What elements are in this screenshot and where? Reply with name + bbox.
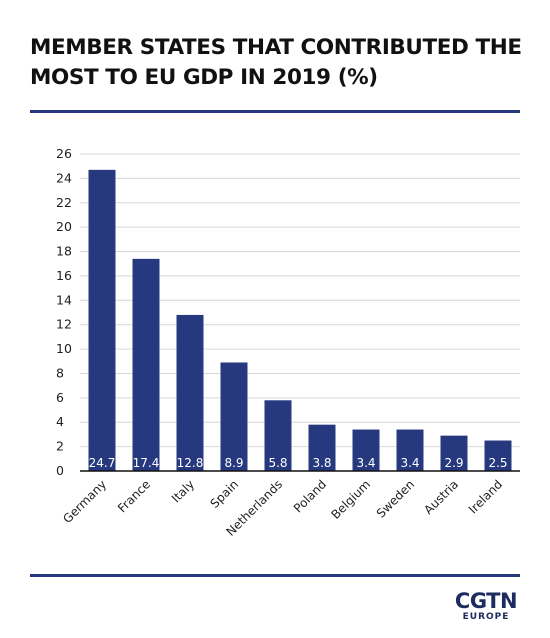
top-divider	[30, 110, 520, 113]
bar-austria	[440, 435, 468, 471]
y-tick-label: 8	[56, 365, 64, 380]
y-tick-label: 4	[56, 414, 64, 429]
bar-germany	[88, 169, 116, 471]
x-tick-label: Italy	[169, 477, 197, 505]
data-label: 2.9	[444, 456, 463, 470]
data-label: 3.4	[400, 456, 419, 470]
logo-main-text: CGTN	[454, 589, 518, 613]
bottom-divider	[30, 574, 520, 577]
data-label: 17.4	[133, 456, 160, 470]
bar-sweden	[396, 429, 424, 471]
bar-france	[132, 258, 160, 471]
logo-sub-text: EUROPE	[462, 612, 510, 622]
data-label: 8.9	[224, 456, 243, 470]
y-tick-label: 26	[56, 146, 72, 161]
bar-netherlands	[264, 400, 292, 471]
x-tick-label: Poland	[291, 477, 329, 515]
bar-belgium	[352, 429, 380, 471]
y-tick-label: 24	[56, 170, 72, 185]
data-label: 2.5	[488, 456, 507, 470]
bar-poland	[308, 424, 336, 471]
data-label: 5.8	[268, 456, 287, 470]
bar-italy	[176, 314, 204, 471]
x-tick-label: Belgium	[328, 477, 373, 522]
y-tick-label: 22	[56, 195, 72, 210]
y-tick-label: 10	[56, 341, 72, 356]
y-tick-label: 16	[56, 268, 72, 283]
y-tick-label: 2	[56, 439, 64, 454]
y-tick-label: 18	[56, 244, 72, 259]
chart-title: MEMBER STATES THAT CONTRIBUTED THE MOST …	[30, 35, 522, 90]
x-tick-label: Austria	[421, 477, 461, 517]
x-tick-label: Spain	[208, 477, 242, 511]
data-label: 12.8	[177, 456, 204, 470]
data-label: 3.4	[356, 456, 375, 470]
x-tick-label: Ireland	[466, 477, 505, 516]
bar-ireland	[484, 440, 512, 471]
data-label: 3.8	[312, 456, 331, 470]
y-tick-label: 0	[56, 463, 64, 478]
bar-chart: 0246810121416182022242624.7Germany17.4Fr…	[56, 146, 520, 539]
cgtn-europe-logo: CGTN EUROPE	[451, 590, 521, 623]
y-tick-label: 14	[56, 292, 72, 307]
data-label: 24.7	[89, 456, 116, 470]
y-tick-label: 12	[56, 317, 72, 332]
x-tick-label: Germany	[60, 477, 109, 526]
y-tick-label: 20	[56, 219, 72, 234]
y-tick-label: 6	[56, 390, 64, 405]
x-tick-label: Sweden	[374, 477, 417, 520]
bar-spain	[220, 362, 248, 471]
x-tick-label: France	[115, 477, 153, 515]
